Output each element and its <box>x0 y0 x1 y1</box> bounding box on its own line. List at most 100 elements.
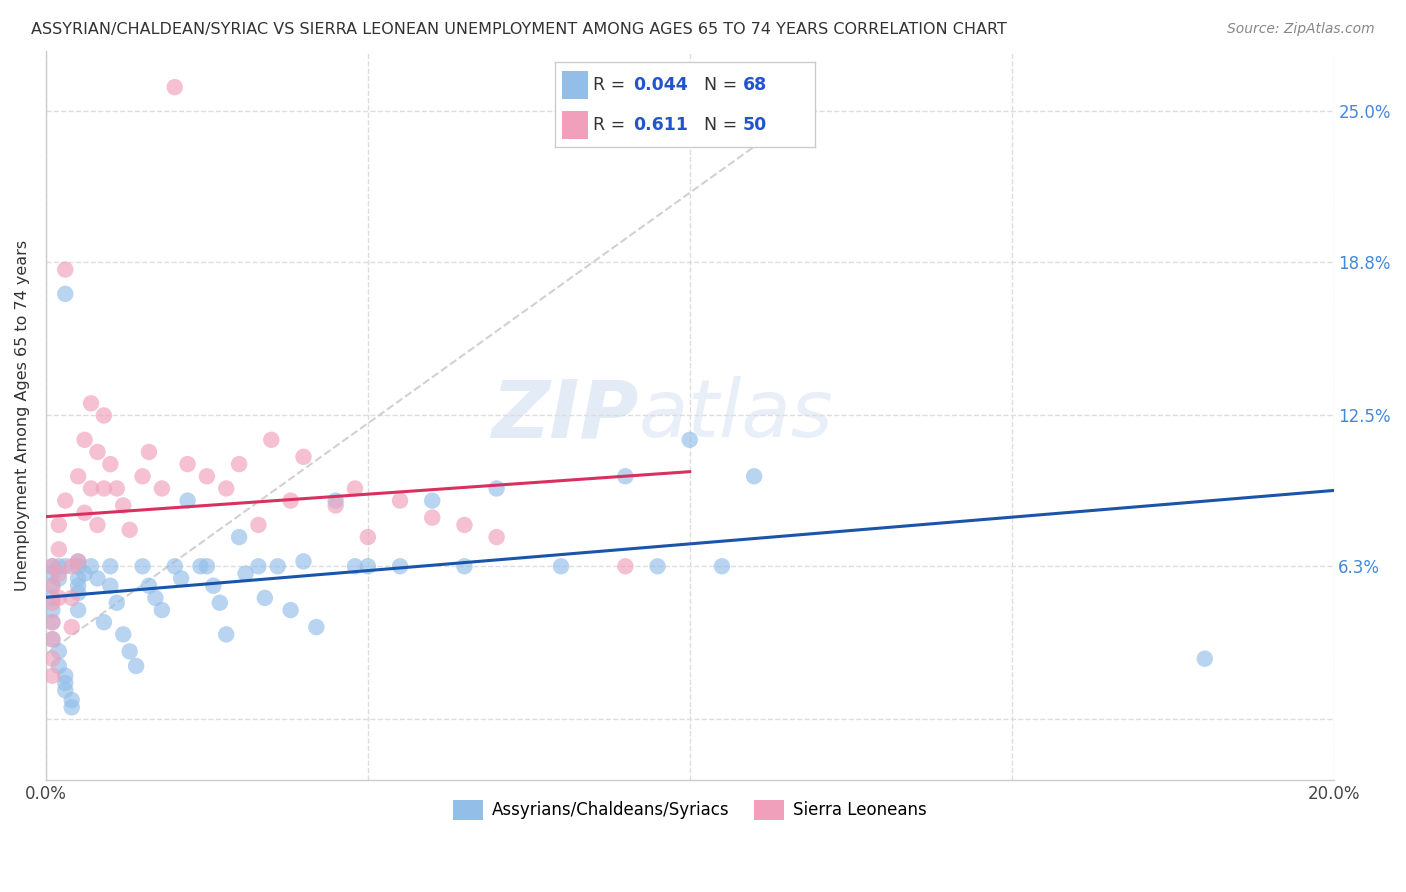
Point <box>41 591 63 605</box>
Point <box>105 596 128 610</box>
Point <box>53 669 76 683</box>
Point <box>679 433 702 447</box>
Point <box>190 559 212 574</box>
Text: R =: R = <box>593 76 631 94</box>
Point <box>67 554 90 568</box>
Point <box>41 603 63 617</box>
Point <box>48 517 70 532</box>
Point <box>93 615 115 630</box>
Point <box>118 644 141 658</box>
Point <box>93 482 115 496</box>
Point <box>41 651 63 665</box>
Point <box>67 571 90 585</box>
Point <box>228 530 250 544</box>
Point <box>105 482 128 496</box>
Point <box>131 469 153 483</box>
Legend: Assyrians/Chaldeans/Syriacs, Sierra Leoneans: Assyrians/Chaldeans/Syriacs, Sierra Leon… <box>447 793 934 827</box>
Point <box>325 493 347 508</box>
Point <box>292 554 315 568</box>
Point <box>235 566 257 581</box>
Point <box>53 683 76 698</box>
Point <box>176 457 198 471</box>
Point <box>208 596 231 610</box>
Point <box>710 559 733 574</box>
Point <box>343 559 366 574</box>
Point <box>67 579 90 593</box>
Point <box>80 482 103 496</box>
Point <box>228 457 250 471</box>
Point <box>485 530 508 544</box>
Point <box>247 517 270 532</box>
Text: atlas: atlas <box>638 376 832 455</box>
Point <box>80 559 103 574</box>
Point <box>195 559 218 574</box>
Point <box>138 445 160 459</box>
FancyBboxPatch shape <box>562 111 588 139</box>
Point <box>67 554 90 568</box>
Point <box>53 262 76 277</box>
Text: 0.044: 0.044 <box>633 76 688 94</box>
Point <box>67 559 90 574</box>
Point <box>41 596 63 610</box>
Point <box>118 523 141 537</box>
Point <box>215 482 238 496</box>
Point <box>215 627 238 641</box>
Point <box>98 579 121 593</box>
Point <box>41 566 63 581</box>
Point <box>48 559 70 574</box>
Point <box>73 506 96 520</box>
Point <box>112 499 135 513</box>
Text: Source: ZipAtlas.com: Source: ZipAtlas.com <box>1227 22 1375 37</box>
Point <box>247 559 270 574</box>
Point <box>60 700 83 714</box>
Point <box>48 644 70 658</box>
Text: N =: N = <box>703 116 742 134</box>
Point <box>453 559 475 574</box>
Point <box>305 620 328 634</box>
FancyBboxPatch shape <box>562 71 588 99</box>
Point <box>67 469 90 483</box>
Point <box>1194 651 1216 665</box>
Point <box>125 659 148 673</box>
Point <box>73 566 96 581</box>
Point <box>48 591 70 605</box>
Point <box>53 559 76 574</box>
Point <box>73 433 96 447</box>
Point <box>170 571 193 585</box>
Point <box>48 571 70 585</box>
Point <box>80 396 103 410</box>
Point <box>67 586 90 600</box>
Point <box>41 559 63 574</box>
Point <box>280 603 302 617</box>
Point <box>86 571 108 585</box>
Point <box>742 469 765 483</box>
Text: ASSYRIAN/CHALDEAN/SYRIAC VS SIERRA LEONEAN UNEMPLOYMENT AMONG AGES 65 TO 74 YEAR: ASSYRIAN/CHALDEAN/SYRIAC VS SIERRA LEONE… <box>31 22 1007 37</box>
Point <box>98 457 121 471</box>
Point <box>98 559 121 574</box>
Text: ZIP: ZIP <box>491 376 638 455</box>
Point <box>41 669 63 683</box>
Point <box>138 579 160 593</box>
Point <box>614 469 637 483</box>
Point <box>86 517 108 532</box>
Text: 0.611: 0.611 <box>633 116 689 134</box>
Point <box>145 591 167 605</box>
Point <box>48 542 70 557</box>
Text: R =: R = <box>593 116 637 134</box>
Point <box>420 510 443 524</box>
Point <box>453 517 475 532</box>
Point <box>389 559 412 574</box>
Point <box>202 579 225 593</box>
Point <box>389 493 412 508</box>
Point <box>647 559 669 574</box>
Point <box>280 493 302 508</box>
Point <box>53 676 76 690</box>
Point <box>67 603 90 617</box>
Y-axis label: Unemployment Among Ages 65 to 74 years: Unemployment Among Ages 65 to 74 years <box>15 240 30 591</box>
Point <box>292 450 315 464</box>
Point <box>357 559 380 574</box>
Point <box>485 482 508 496</box>
Point <box>93 409 115 423</box>
Text: N =: N = <box>703 76 742 94</box>
Point <box>150 482 173 496</box>
